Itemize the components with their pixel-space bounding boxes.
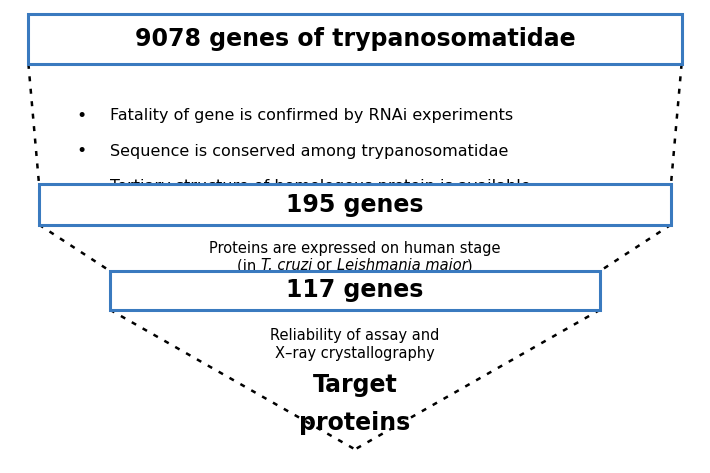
FancyBboxPatch shape [110,271,600,310]
Text: Fatality of gene is confirmed by RNAi experiments: Fatality of gene is confirmed by RNAi ex… [110,108,513,123]
Text: Tertiary structure of homologous protein is available: Tertiary structure of homologous protein… [110,179,530,194]
Text: •: • [77,178,87,196]
Text: 195 genes: 195 genes [286,193,424,217]
Text: (in: (in [237,258,261,273]
FancyBboxPatch shape [39,184,671,225]
Text: X–ray crystallography: X–ray crystallography [275,346,435,361]
Text: •: • [77,142,87,160]
Text: Reliability of assay and: Reliability of assay and [271,328,439,343]
Text: 9078 genes of trypanosomatidae: 9078 genes of trypanosomatidae [135,27,575,51]
Text: Sequence is conserved among trypanosomatidae: Sequence is conserved among trypanosomat… [110,144,508,159]
Text: •: • [77,107,87,125]
Text: proteins: proteins [300,412,410,435]
Text: Leishmania major: Leishmania major [337,258,467,273]
Text: Target: Target [312,374,398,397]
Text: or: or [312,258,337,273]
FancyBboxPatch shape [28,14,682,64]
Text: T. cruzi: T. cruzi [261,258,312,273]
Text: ): ) [467,258,473,273]
Text: Proteins are expressed on human stage: Proteins are expressed on human stage [209,241,501,256]
Text: 117 genes: 117 genes [286,279,424,302]
